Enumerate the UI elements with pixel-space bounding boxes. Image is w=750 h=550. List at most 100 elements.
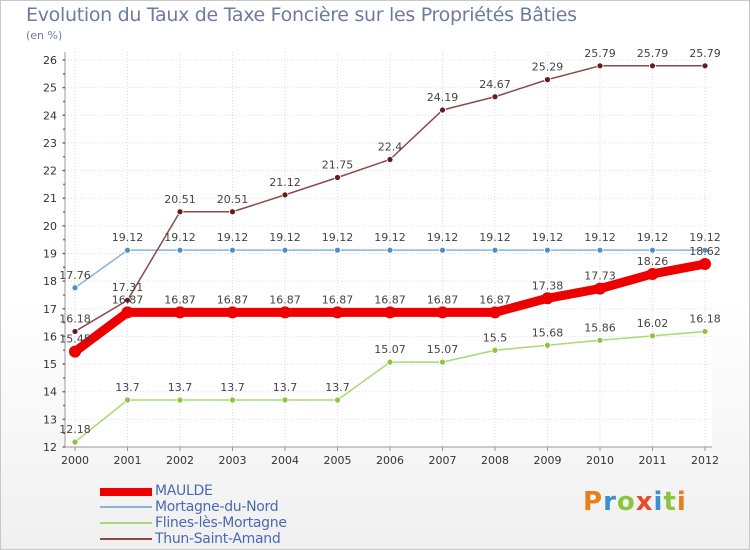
data-label: 21.12: [269, 176, 301, 189]
y-tick-label: 15: [43, 358, 57, 371]
y-tick-label: 21: [43, 192, 57, 205]
data-label: 22.4: [378, 141, 403, 154]
data-label: 19.12: [374, 231, 406, 244]
y-tick-label: 13: [43, 413, 57, 426]
legend-label-maulde: MAULDE: [155, 483, 213, 499]
legend-item-mortagne: Mortagne-du-Nord: [100, 499, 360, 516]
data-label: 16.87: [322, 293, 354, 306]
data-point: [281, 396, 289, 404]
legend-item-flines: Flines-lès-Mortagne: [100, 515, 360, 532]
logo-letter: x: [635, 487, 654, 517]
data-point: [439, 106, 446, 114]
data-point: [544, 76, 551, 84]
y-tick-label: 12: [43, 441, 57, 454]
data-label: 20.51: [217, 193, 249, 206]
data-label: 16.18: [689, 312, 721, 325]
data-point: [124, 296, 131, 304]
data-point: [701, 246, 709, 254]
data-label: 13.7: [220, 381, 245, 394]
y-minor-dot: [63, 418, 65, 421]
y-minor-dot: [63, 404, 65, 407]
y-minor-dot: [63, 169, 65, 172]
y-tick-label: 18: [43, 275, 57, 288]
legend: MAULDE Mortagne-du-Nord Flines-lès-Morta…: [100, 483, 360, 548]
data-point: [701, 328, 709, 335]
legend-item-thun: Thun-Saint-Amand: [100, 531, 360, 548]
y-minor-dot: [63, 280, 65, 283]
y-tick-label: 19: [43, 248, 57, 261]
data-point: [594, 282, 606, 295]
data-label: 17.76: [59, 269, 91, 282]
data-label: 13.7: [168, 381, 193, 394]
chart-title: Evolution du Taux de Taxe Foncière sur l…: [26, 4, 577, 26]
data-point: [646, 267, 659, 280]
y-minor-dot: [63, 432, 65, 435]
y-minor-dot: [63, 183, 65, 186]
x-tick-label: 2003: [219, 454, 247, 467]
y-minor-dot: [63, 224, 65, 227]
data-point: [596, 336, 604, 344]
data-label: 19.12: [269, 231, 301, 244]
legend-swatch-mortagne: [100, 506, 152, 508]
data-point: [386, 246, 394, 254]
data-point: [386, 358, 394, 366]
data-point: [71, 284, 79, 292]
data-point: [596, 62, 604, 70]
y-tick-label: 16: [43, 330, 57, 343]
x-tick-label: 2011: [639, 454, 667, 467]
x-tick-label: 2010: [586, 454, 614, 467]
data-label: 25.79: [584, 47, 616, 60]
data-point: [226, 306, 239, 319]
data-point: [649, 62, 656, 70]
legend-label-thun: Thun-Saint-Amand: [155, 531, 281, 547]
logo-letter: r: [603, 487, 617, 517]
y-minor-dot: [63, 211, 65, 213]
data-point: [334, 396, 341, 404]
y-minor-dot: [63, 128, 65, 131]
data-point: [281, 191, 289, 199]
data-point: [701, 62, 709, 70]
data-label: 19.12: [532, 231, 564, 244]
y-minor-dot: [63, 114, 65, 117]
x-tick-label: 2006: [376, 454, 404, 467]
data-point: [71, 438, 79, 446]
data-point: [334, 246, 341, 254]
data-label: 13.7: [273, 381, 298, 394]
data-point: [489, 306, 501, 319]
logo-letter: t: [663, 487, 677, 517]
data-label: 16.87: [269, 293, 301, 306]
y-tick-label: 20: [43, 220, 57, 233]
data-label: 19.12: [637, 231, 669, 244]
data-point: [491, 93, 499, 101]
data-point: [386, 156, 394, 163]
y-minor-dot: [63, 335, 65, 338]
data-point: [491, 346, 499, 354]
y-minor-dot: [63, 238, 65, 241]
data-label: 17.73: [584, 270, 616, 283]
data-label: 19.12: [322, 231, 354, 244]
y-minor-dot: [63, 100, 65, 103]
data-point: [439, 246, 446, 254]
y-tick-label: 23: [43, 137, 57, 150]
data-label: 19.12: [164, 231, 196, 244]
x-tick-label: 2000: [61, 454, 89, 467]
data-label: 16.87: [374, 293, 406, 306]
legend-label-flines: Flines-lès-Mortagne: [155, 515, 287, 531]
data-point: [124, 246, 131, 254]
data-label: 25.29: [532, 61, 564, 74]
logo-letter: o: [616, 487, 636, 517]
data-point: [649, 332, 656, 340]
y-minor-dot: [63, 363, 65, 365]
x-tick-label: 2007: [429, 454, 457, 467]
y-tick-label: 14: [43, 386, 57, 399]
data-point: [436, 306, 449, 319]
data-label: 18.62: [689, 245, 721, 258]
data-label: 15.68: [532, 326, 564, 339]
y-unit-label: (en %): [26, 29, 63, 42]
y-minor-dot: [63, 446, 65, 448]
data-point: [649, 246, 656, 254]
data-point: [121, 306, 134, 319]
y-minor-dot: [63, 349, 65, 352]
legend-label-mortagne: Mortagne-du-Nord: [155, 499, 279, 515]
